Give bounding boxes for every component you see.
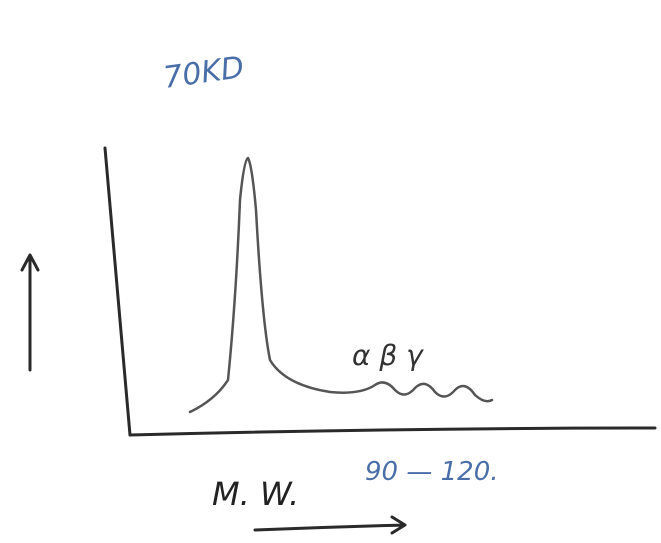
x-axis-label: M. W. bbox=[212, 475, 299, 513]
sketch: 70KD α β γ M. W. 90 — 120. bbox=[0, 0, 661, 543]
page: {"peak_label": "70KD", "globulin_label":… bbox=[0, 0, 661, 543]
globulin-label: α β γ bbox=[352, 339, 424, 372]
range-label: 90 — 120. bbox=[365, 457, 499, 487]
background bbox=[0, 0, 661, 543]
